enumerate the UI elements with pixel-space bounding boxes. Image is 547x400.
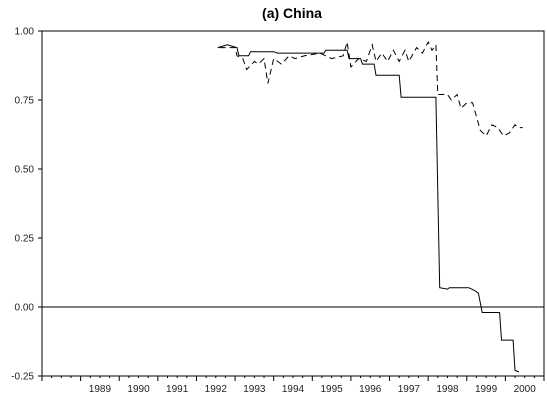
y-tick-label: 1.00 [15, 27, 35, 38]
x-tick-label: 1999 [475, 384, 498, 395]
x-tick-label: 1989 [89, 384, 112, 395]
y-tick-label: 0.25 [15, 234, 35, 245]
x-tick-label: 1991 [166, 384, 189, 395]
x-tick-label: 1993 [243, 384, 266, 395]
x-tick-label: 2000 [514, 384, 537, 395]
x-tick-label: 1994 [282, 384, 305, 395]
series-line-solid [217, 44, 520, 373]
x-tick-label: 1998 [436, 384, 459, 395]
x-tick-label: 1996 [359, 384, 382, 395]
y-tick-label: -0.25 [11, 372, 34, 383]
y-axis: 1.00 0.75 0.50 0.25 0.00 -0.25 [11, 27, 42, 383]
series-line-dashed [219, 40, 523, 137]
chart-title: (a) China [262, 5, 322, 21]
y-tick-label: 0.75 [15, 96, 35, 107]
plot-frame [41, 30, 545, 377]
x-tick-label: 1992 [205, 384, 228, 395]
x-axis: 1989 1990 1991 1992 1993 1994 1995 1996 1997 1998… [41, 376, 545, 395]
x-tick-label: 1997 [398, 384, 421, 395]
x-tick-label: 1995 [320, 384, 343, 395]
x-tick-label: 1990 [127, 384, 150, 395]
y-tick-label: 0.00 [15, 303, 35, 314]
series-group [217, 40, 523, 373]
y-tick-label: 0.50 [15, 165, 35, 176]
